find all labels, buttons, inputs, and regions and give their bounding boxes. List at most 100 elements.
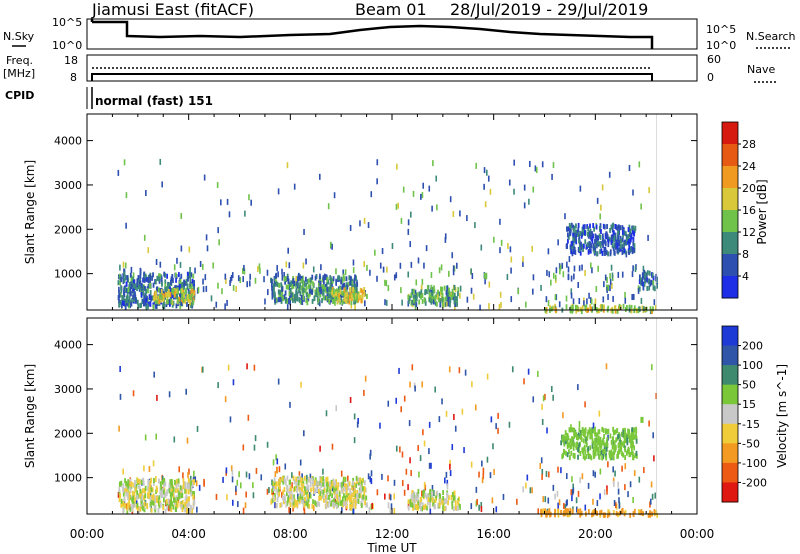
region-cell (433, 285, 435, 291)
region-cell (617, 512, 620, 518)
scatter-cell (189, 266, 191, 273)
scatter-cell (409, 381, 411, 388)
scatter-cell (554, 274, 557, 281)
region-cell (304, 489, 307, 495)
scatter-cell (292, 505, 294, 512)
scatter-cell (398, 367, 400, 374)
region-cell (454, 500, 457, 506)
scatter-cell (407, 502, 410, 509)
region-cell (349, 491, 352, 497)
region-cell (304, 276, 307, 282)
scatter-cell (431, 205, 433, 212)
region-cell (651, 272, 654, 278)
region-cell (639, 277, 642, 283)
region-cell (187, 291, 190, 297)
colorbar-frame (721, 325, 739, 503)
scatter-cell (432, 160, 434, 167)
region-cell (627, 446, 630, 452)
scatter-cell (592, 470, 595, 477)
scatter-cell (399, 446, 401, 453)
region-cell (180, 288, 182, 294)
region-cell (150, 507, 153, 513)
region-cell (328, 498, 331, 504)
scatter-cell (566, 499, 568, 506)
region-cell (430, 299, 433, 305)
region-cell (355, 287, 358, 293)
scatter-cell (522, 486, 524, 493)
region-cell (158, 293, 161, 299)
region-cell (319, 491, 322, 497)
region-cell (124, 287, 127, 293)
region-cell (191, 288, 194, 294)
region-cell (554, 508, 557, 514)
region-cell (167, 282, 169, 288)
scatter-cell (393, 508, 396, 515)
region-cell (297, 284, 300, 290)
region-cell (283, 276, 286, 282)
region-cell (163, 304, 166, 310)
region-cell (353, 289, 356, 295)
scatter-cell (584, 504, 587, 511)
scatter-cell (159, 158, 162, 165)
scatter-cell (653, 455, 655, 462)
region-cell (293, 293, 296, 299)
region-cell (341, 482, 343, 488)
scatter-cell (492, 443, 494, 450)
colorbar-segment (722, 423, 738, 444)
region-cell (630, 308, 633, 314)
region-cell (170, 298, 173, 304)
region-cell (315, 501, 318, 507)
region-cell (329, 293, 331, 299)
region-cell (594, 242, 597, 248)
scatter-cell (532, 288, 534, 295)
region-cell (570, 444, 573, 450)
region-cell (415, 292, 418, 298)
region-cell (283, 294, 286, 300)
region-cell (127, 502, 130, 508)
scatter-cell (144, 434, 147, 441)
region-cell (554, 512, 556, 518)
scatter-cell (291, 472, 293, 479)
region-cell (161, 488, 163, 494)
region-cell (324, 498, 327, 504)
region-cell (440, 289, 443, 295)
scatter-cell (516, 498, 518, 505)
region-cell (447, 287, 450, 293)
region-cell (452, 295, 455, 301)
region-cell (450, 292, 452, 298)
scatter-cell (558, 301, 561, 308)
scatter-cell (232, 284, 235, 291)
scatter-cell (627, 491, 629, 498)
colorbar-segment (722, 122, 738, 145)
region-cell (273, 486, 275, 492)
scatter-cell (478, 504, 480, 511)
region-cell (157, 501, 160, 507)
scatter-cell (453, 265, 456, 272)
scatter-cell (132, 272, 135, 279)
region-cell (328, 293, 330, 299)
region-cell (412, 505, 415, 511)
region-cell (340, 279, 342, 285)
region-cell (612, 233, 615, 239)
scatter-cell (526, 474, 529, 481)
region-cell (189, 507, 191, 513)
region-cell (152, 481, 155, 487)
region-cell (605, 446, 608, 452)
region-cell (134, 479, 136, 485)
cpid-label: CPID (5, 89, 34, 102)
time-axis-label: Time UT (366, 541, 417, 554)
region-cell (123, 488, 126, 494)
region-cell (560, 440, 563, 446)
scatter-cell (609, 273, 611, 280)
region-cell (413, 497, 415, 503)
region-cell (286, 298, 289, 304)
region-cell (295, 282, 297, 288)
scatter-cell (531, 487, 533, 494)
scatter-cell (570, 292, 573, 299)
region-cell (326, 286, 328, 292)
region-cell (308, 291, 311, 297)
scatter-cell (400, 287, 402, 294)
region-cell (594, 426, 596, 432)
scatter-cell (180, 212, 183, 219)
scatter-cell (417, 445, 419, 452)
